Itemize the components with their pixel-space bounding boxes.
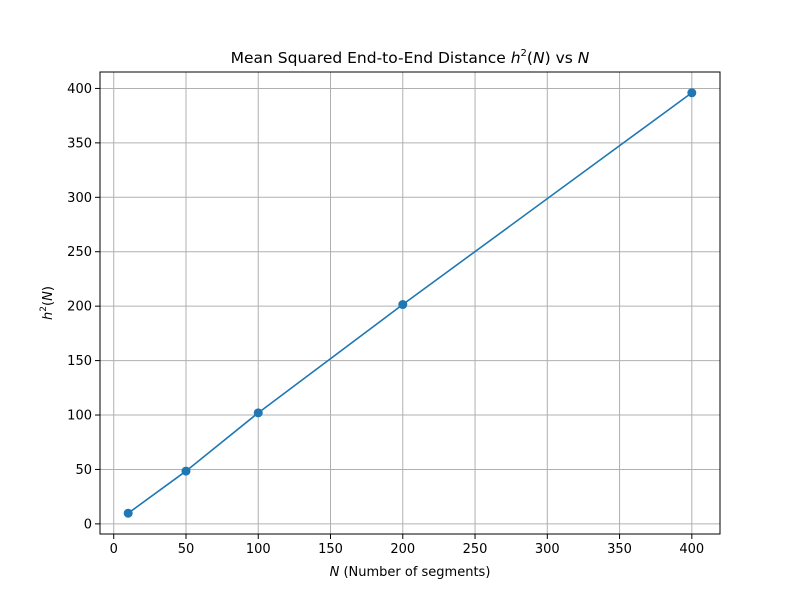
series-layer bbox=[123, 88, 697, 518]
y-tick-label: 350 bbox=[67, 136, 92, 151]
x-tick-label: 400 bbox=[679, 542, 704, 557]
data-point bbox=[123, 508, 133, 518]
x-tick-label: 100 bbox=[246, 542, 271, 557]
y-tick-label: 150 bbox=[67, 354, 92, 369]
x-tick-label: 0 bbox=[110, 542, 118, 557]
y-tick-label: 0 bbox=[84, 517, 92, 532]
y-tick-label: 200 bbox=[67, 300, 92, 315]
x-tick-label: 250 bbox=[463, 542, 488, 557]
y-tick-label: 50 bbox=[75, 463, 92, 478]
data-point bbox=[181, 466, 191, 476]
x-tick-label: 300 bbox=[535, 542, 560, 557]
data-point bbox=[398, 300, 408, 310]
x-tick-label: 350 bbox=[607, 542, 632, 557]
x-tick-label: 200 bbox=[390, 542, 415, 557]
x-tick-label: 150 bbox=[318, 542, 343, 557]
data-point bbox=[687, 88, 697, 98]
y-axis-label: h2(N) bbox=[39, 286, 56, 320]
x-tick-label: 50 bbox=[178, 542, 195, 557]
data-point bbox=[253, 408, 263, 418]
tick-layer: 0 50 100 150 200 250 300 350 400 0 50 100 150 200 250 3… bbox=[67, 82, 704, 557]
x-axis-label: N (Number of segments) bbox=[330, 565, 491, 580]
plot-frame bbox=[99, 71, 721, 535]
y-tick-label: 100 bbox=[67, 409, 92, 424]
y-tick-label: 400 bbox=[67, 82, 92, 97]
grid-layer bbox=[100, 72, 720, 534]
y-tick-label: 250 bbox=[67, 245, 92, 260]
y-tick-label: 300 bbox=[67, 191, 92, 206]
chart-title: Mean Squared End-to-End Distance h2(N) v… bbox=[231, 48, 590, 67]
